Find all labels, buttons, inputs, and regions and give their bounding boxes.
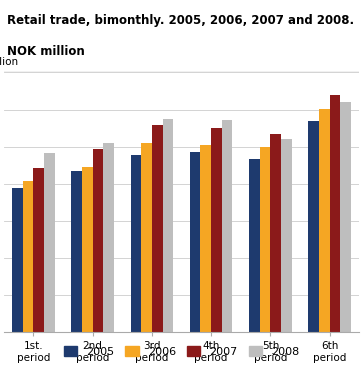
- Bar: [23, 181, 33, 332]
- Bar: [281, 139, 292, 332]
- Bar: [163, 119, 173, 332]
- Bar: [82, 167, 93, 332]
- Bar: [12, 188, 23, 332]
- Bar: [340, 102, 351, 332]
- Bar: [190, 152, 200, 332]
- Bar: [152, 125, 163, 332]
- Text: NOK million: NOK million: [0, 57, 19, 67]
- Bar: [71, 171, 82, 332]
- Bar: [309, 122, 319, 332]
- Bar: [330, 95, 340, 332]
- Bar: [249, 159, 260, 332]
- Bar: [93, 149, 103, 332]
- Legend: 2005, 2006, 2007, 2008: 2005, 2006, 2007, 2008: [60, 341, 303, 361]
- Bar: [103, 142, 114, 332]
- Bar: [211, 128, 222, 332]
- Bar: [222, 120, 232, 332]
- Bar: [131, 155, 141, 332]
- Bar: [44, 153, 54, 332]
- Bar: [319, 109, 330, 332]
- Text: Retail trade, bimonthly. 2005, 2006, 2007 and 2008.: Retail trade, bimonthly. 2005, 2006, 200…: [7, 14, 354, 27]
- Bar: [141, 143, 152, 332]
- Text: NOK million: NOK million: [7, 45, 85, 58]
- Bar: [200, 145, 211, 332]
- Bar: [33, 168, 44, 332]
- Bar: [270, 134, 281, 332]
- Bar: [260, 147, 270, 332]
